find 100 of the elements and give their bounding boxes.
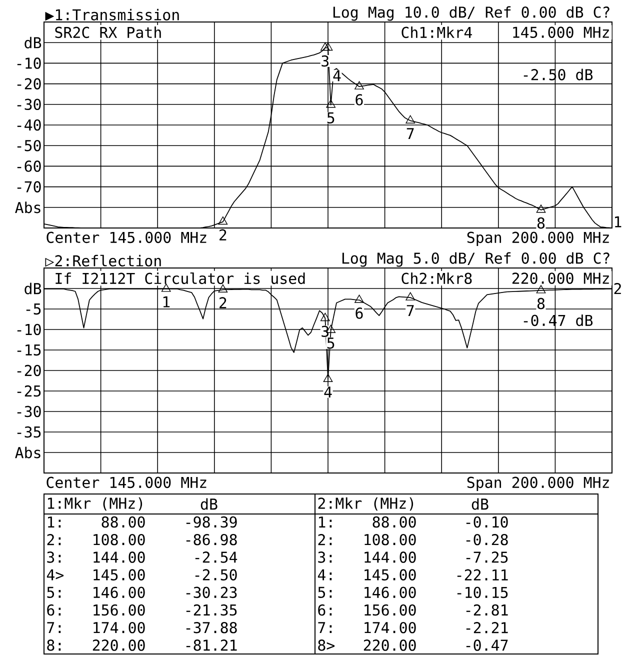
text: 6: xyxy=(318,604,332,616)
text: 156.00 xyxy=(364,604,416,616)
annotation: 6 xyxy=(356,94,363,106)
point xyxy=(536,204,546,213)
text: 2: xyxy=(47,534,61,546)
annotation: Ch1:Mkr4 xyxy=(402,26,472,38)
annotation: SR2C RX Path xyxy=(55,26,161,38)
text: 146.00 xyxy=(94,586,145,598)
point xyxy=(406,115,416,124)
point xyxy=(406,292,416,300)
y-tick-label: -40 xyxy=(17,119,41,131)
text: 156.00 xyxy=(94,604,145,616)
annotation: 8 xyxy=(537,217,545,229)
annotation: 4 xyxy=(333,70,341,82)
text: 2 xyxy=(614,282,621,294)
text: 88.00 xyxy=(372,516,416,528)
text: 1: xyxy=(48,516,61,528)
text: 5: xyxy=(47,586,61,598)
chart-subtitle: Log Mag 5.0 dB/ Ref 0.00 dB C? xyxy=(342,252,610,267)
text: -86.98 xyxy=(186,534,237,546)
text: -0.28 xyxy=(466,534,508,546)
text: 108.00 xyxy=(364,534,416,546)
text: 5: xyxy=(318,586,332,598)
point xyxy=(323,374,333,382)
text: 6: xyxy=(47,604,61,616)
text: 144.00 xyxy=(94,552,145,563)
text: -30.23 xyxy=(186,586,237,598)
text: 2:Mkr (MHz) xyxy=(318,497,414,511)
y-tick-label: -15 xyxy=(17,344,41,356)
annotation: 4 xyxy=(324,386,332,398)
y-tick-label: dB xyxy=(24,36,42,48)
text: 1: xyxy=(319,516,332,528)
text: 220.00 xyxy=(364,640,416,651)
text: -7.25 xyxy=(466,552,508,563)
text: 8: xyxy=(47,640,61,651)
text: Center 145.000 MHz xyxy=(46,476,206,488)
text: 144.00 xyxy=(364,552,416,563)
annotation: 145.000 MHz xyxy=(513,26,609,38)
text: -2.54 xyxy=(195,552,238,563)
text: 1:Mkr (MHz) xyxy=(48,497,142,511)
point xyxy=(320,312,330,322)
y-tick-label: -10 xyxy=(17,324,41,336)
y-tick-label: -50 xyxy=(17,140,41,152)
text: 7: xyxy=(47,622,61,634)
text: -0.47 xyxy=(466,640,508,651)
point xyxy=(536,285,546,294)
text: -21.35 xyxy=(186,604,237,616)
chart-title: ▶1:Transmission xyxy=(45,8,179,21)
annotation: 3 xyxy=(322,55,329,67)
text: 146.00 xyxy=(364,586,416,598)
y-tick-label: -20 xyxy=(17,78,41,90)
y-tick-label: -5 xyxy=(26,303,41,315)
text: 1 xyxy=(615,216,622,228)
text: 2 xyxy=(220,229,226,240)
y-tick-label: Abs xyxy=(15,446,40,458)
annotation: 7 xyxy=(406,128,414,140)
text: -2.21 xyxy=(466,622,508,634)
text: 4> xyxy=(46,569,64,580)
y-tick-label: -20 xyxy=(17,364,41,376)
point xyxy=(218,216,228,225)
text: 174.00 xyxy=(364,622,416,634)
annotation: 1 xyxy=(163,296,170,308)
text: -2.50 xyxy=(195,569,237,580)
point xyxy=(354,294,364,303)
annotation: 5 xyxy=(327,338,334,349)
text: dB xyxy=(200,498,218,510)
text: 3: xyxy=(318,552,332,563)
point xyxy=(323,42,333,51)
annotation: 8 xyxy=(537,298,545,310)
text: 8> xyxy=(318,640,335,651)
chart-title: ▷2:Reflection xyxy=(45,254,161,267)
text: 88.00 xyxy=(102,516,145,528)
y-tick-label: dB xyxy=(24,282,42,294)
text: 4: xyxy=(318,569,332,580)
text: 7: xyxy=(318,622,332,634)
y-tick-label: Abs xyxy=(15,202,40,214)
point xyxy=(320,42,330,51)
text: -81.21 xyxy=(186,640,237,651)
text: 174.00 xyxy=(94,622,145,634)
annotation: 5 xyxy=(327,112,334,124)
text: Span 200.000 MHz xyxy=(467,232,609,246)
text: 220.00 xyxy=(92,640,145,651)
annotation: If I2112T Circulator is used xyxy=(56,272,305,284)
text: Span 200.000 MHz xyxy=(467,476,609,491)
annotation: Ch2:Mkr8 xyxy=(402,272,472,284)
annotation: 220.000 MHz xyxy=(512,272,609,284)
text: Center 145.000 MHz xyxy=(46,232,206,244)
chart-subtitle: Log Mag 10.0 dB/ Ref 0.00 dB C? xyxy=(333,6,610,21)
y-tick-label: -30 xyxy=(17,406,41,418)
text: -10.15 xyxy=(457,586,508,598)
text: 3: xyxy=(47,552,61,563)
y-tick-label: -70 xyxy=(17,181,41,192)
point xyxy=(218,284,228,293)
annotation: 3 xyxy=(322,326,329,338)
y-tick-label: -60 xyxy=(17,160,41,172)
text: 2: xyxy=(318,534,332,546)
y-tick-label: -30 xyxy=(17,98,41,110)
text: 145.00 xyxy=(364,569,416,580)
point xyxy=(326,100,336,108)
text: -22.11 xyxy=(457,569,508,580)
